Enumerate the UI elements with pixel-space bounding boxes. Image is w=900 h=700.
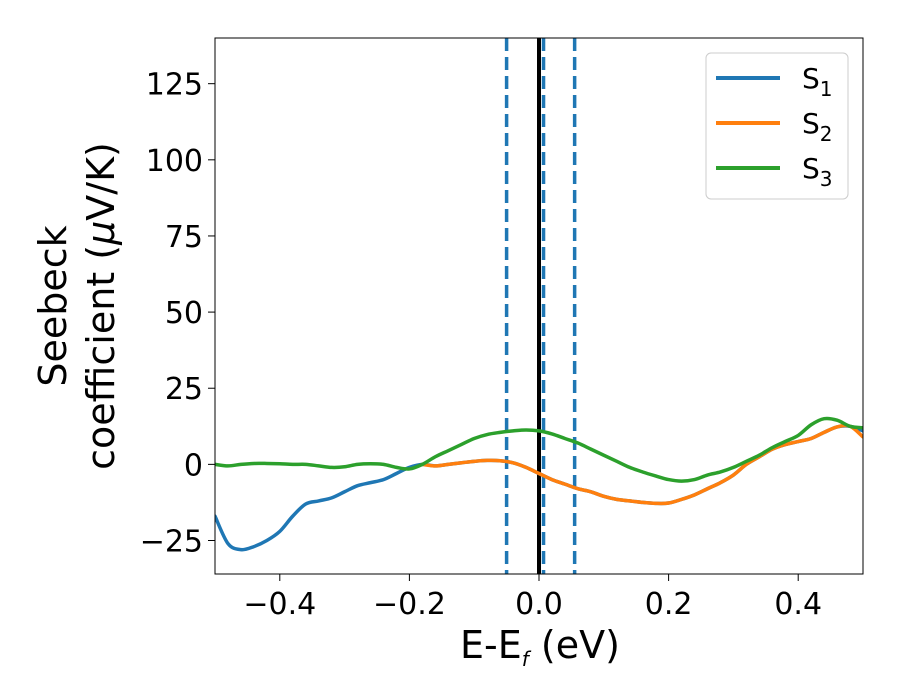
y-tick-label: 75: [165, 220, 203, 255]
series-line-s2: [420, 423, 863, 506]
y-tick-label: 0: [184, 448, 203, 483]
y-tick-label: 100: [146, 144, 203, 179]
y-tick-label: 125: [146, 68, 203, 103]
vertical-lines: [504, 38, 577, 574]
y-tick-label: 25: [165, 372, 203, 407]
series-lines: [215, 416, 863, 552]
legend-label-s2: S2: [802, 107, 833, 146]
legend-box: [705, 52, 849, 200]
y-axis-ticks: −25 0 25 50 75 100 125: [140, 68, 215, 560]
y-tick-label: 50: [165, 296, 203, 331]
x-axis-ticks: −0.4 −0.2 0.0 0.2 0.4: [243, 574, 822, 622]
legend-items: S1 S2 S3: [716, 62, 833, 191]
y-axis-label-line2: coefficient (μV/K): [79, 142, 123, 470]
y-axis-label-line1: Seebeck: [31, 225, 75, 386]
x-tick-label: 0.0: [515, 587, 563, 622]
x-axis-label: E-Ef (eV): [460, 623, 620, 671]
y-tick-label: −25: [140, 525, 203, 560]
x-tick-label: −0.4: [243, 587, 316, 622]
x-tick-label: −0.2: [373, 587, 446, 622]
x-tick-label: 0.2: [645, 587, 693, 622]
series-line-s3: [215, 416, 863, 483]
x-tick-label: 0.4: [774, 587, 822, 622]
legend-label-s3: S3: [802, 152, 833, 191]
legend: S1 S2 S3: [705, 52, 849, 200]
legend-label-s1: S1: [802, 62, 833, 101]
